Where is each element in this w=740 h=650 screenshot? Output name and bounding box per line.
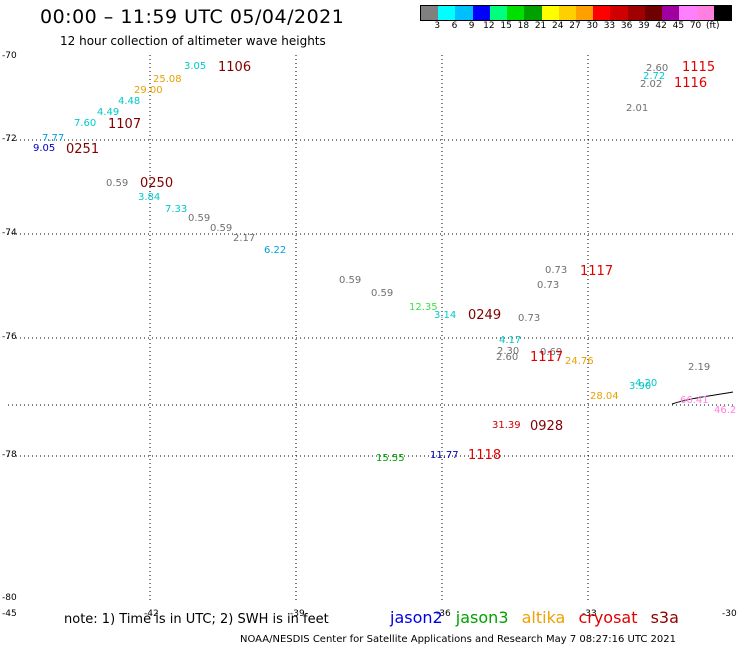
wave-height-label: 25.08 — [153, 74, 182, 85]
wave-height-label: 29.00 — [134, 85, 163, 96]
pass-time-label: 1117 — [580, 264, 613, 279]
legend-jason2: jason2 — [390, 608, 443, 627]
wave-height-label: 0.59 — [106, 178, 128, 189]
wave-height-label: 7.33 — [165, 204, 187, 215]
pass-time-label: 1106 — [218, 60, 251, 75]
wave-height-label: 46.2 — [714, 405, 736, 416]
lat-label: -70 — [2, 51, 17, 61]
wave-height-label: 4.17 — [499, 335, 521, 346]
lat-label: -80 — [2, 593, 17, 603]
wave-height-label: 2.02 — [640, 79, 662, 90]
wave-height-label: 0.59 — [188, 213, 210, 224]
wave-height-label: 3.14 — [434, 310, 456, 321]
wave-height-label: 0.73 — [518, 313, 540, 324]
wave-height-label: 2.60 — [496, 352, 518, 363]
lon-label: -30 — [722, 609, 737, 619]
wave-height-label: 4.20 — [635, 378, 657, 389]
lat-label: -78 — [2, 450, 17, 460]
pass-time-label: 1116 — [674, 76, 707, 91]
wave-height-label: 66.41 — [680, 395, 709, 406]
wave-height-label: 11.77 — [430, 450, 459, 461]
pass-time-label: 0250 — [140, 176, 173, 191]
lon-label: -45 — [2, 609, 17, 619]
legend-altika: altika — [522, 608, 566, 627]
wave-height-label: 0.73 — [537, 280, 559, 291]
wave-height-label: 31.39 — [492, 420, 521, 431]
wave-height-label: 0.59 — [371, 288, 393, 299]
wave-height-label: 7.60 — [74, 118, 96, 129]
legend-jason3: jason3 — [456, 608, 509, 627]
wave-height-label: 4.48 — [118, 96, 140, 107]
wave-height-label: 28.04 — [590, 391, 619, 402]
wave-height-label: 24.76 — [565, 356, 594, 367]
pass-time-label: 1115 — [682, 60, 715, 75]
wave-height-label: 2.19 — [688, 362, 710, 373]
legend-cryosat: cryosat — [578, 608, 637, 627]
pass-time-label: 1117 — [530, 350, 563, 365]
pass-time-label: 1118 — [468, 448, 501, 463]
wave-height-label: 9.05 — [33, 143, 55, 154]
wave-height-label: 3.84 — [138, 192, 160, 203]
satellite-legend: jason2 jason3 altika cryosat s3a — [390, 608, 687, 627]
pass-time-label: 1107 — [108, 117, 141, 132]
wave-height-label: 0.59 — [339, 275, 361, 286]
pass-time-label: 0249 — [468, 308, 501, 323]
wave-height-label: 2.01 — [626, 103, 648, 114]
lat-label: -72 — [2, 134, 17, 144]
wave-height-label: 15.55 — [376, 453, 405, 464]
wave-height-label: 6.22 — [264, 245, 286, 256]
pass-time-label: 0928 — [530, 419, 563, 434]
pass-time-label: 0251 — [66, 142, 99, 157]
credit-line: NOAA/NESDIS Center for Satellite Applica… — [240, 634, 676, 645]
wave-height-label: 0.59 — [210, 223, 232, 234]
wave-height-label: 2.17 — [233, 233, 255, 244]
footnote: note: 1) Time is in UTC; 2) SWH is in fe… — [64, 612, 329, 627]
lat-label: -76 — [2, 332, 17, 342]
legend-s3a: s3a — [651, 608, 679, 627]
wave-height-label: 0.73 — [545, 265, 567, 276]
lat-label: -74 — [2, 228, 17, 238]
wave-height-label: 3.05 — [184, 61, 206, 72]
